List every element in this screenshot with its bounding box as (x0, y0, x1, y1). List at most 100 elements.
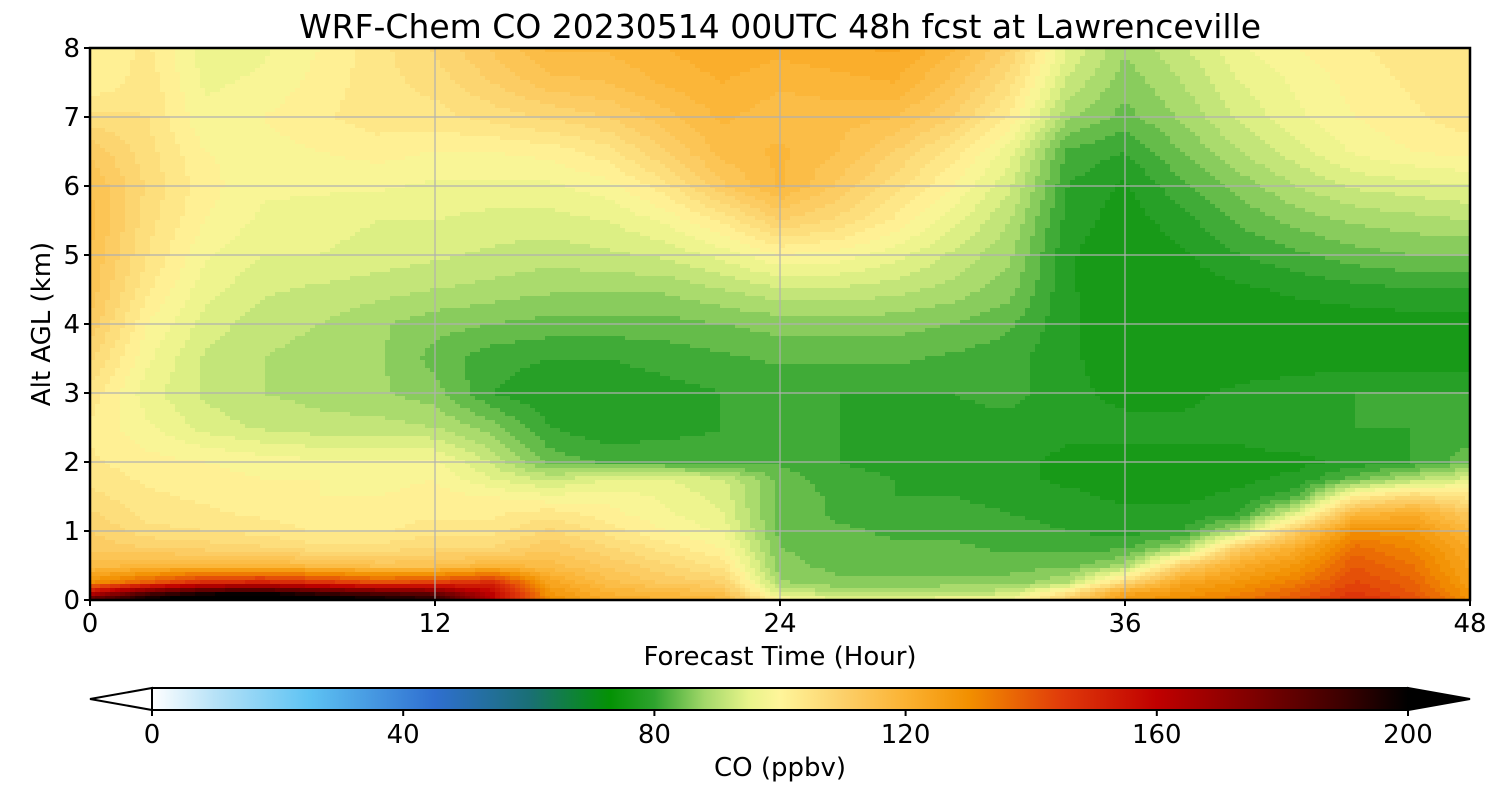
contour-cell (505, 68, 511, 73)
contour-cell (340, 64, 346, 69)
contour-cell (1365, 64, 1371, 69)
contour-cell (225, 72, 231, 77)
contour-cell (810, 80, 816, 85)
contour-cell (915, 56, 921, 61)
contour-cell (115, 52, 121, 57)
contour-cell (300, 80, 306, 85)
contour-cell (1225, 60, 1231, 65)
contour-cell (330, 64, 336, 69)
contour-cell (495, 60, 501, 65)
contour-cell (1050, 64, 1056, 69)
contour-cell (620, 68, 626, 73)
contour-cell (1160, 80, 1166, 85)
contour-cell (550, 68, 556, 73)
contour-cell (870, 80, 876, 85)
contour-cell (1275, 76, 1281, 81)
contour-cell (230, 72, 236, 77)
contour-cell (220, 76, 226, 81)
contour-cell (1020, 80, 1026, 85)
contour-cell (275, 80, 281, 85)
contour-cell (190, 52, 196, 57)
contour-cell (685, 84, 691, 89)
contour-cell (985, 64, 991, 69)
contour-cell (1210, 76, 1216, 81)
contour-cell (805, 72, 811, 77)
contour-cell (180, 80, 186, 85)
contour-cell (225, 80, 231, 85)
contour-cell (460, 68, 466, 73)
contour-cell (190, 60, 196, 65)
contour-cell (530, 68, 536, 73)
contour-cell (1135, 80, 1141, 85)
contour-cell (1065, 56, 1071, 61)
contour-cell (890, 52, 896, 57)
contour-cell (1425, 80, 1431, 85)
contour-cell (965, 84, 971, 89)
contour-cell (745, 84, 751, 89)
contour-cell (485, 84, 491, 89)
contour-cell (765, 68, 771, 73)
contour-cell (870, 68, 876, 73)
contour-cell (1115, 60, 1121, 65)
contour-cell (225, 60, 231, 65)
contour-cell (1300, 72, 1306, 77)
contour-cell (1030, 76, 1036, 81)
contour-cell (265, 56, 271, 61)
contour-cell (190, 80, 196, 85)
contour-cell (500, 52, 506, 57)
contour-cell (840, 68, 846, 73)
contour-cell (970, 56, 976, 61)
contour-cell (560, 52, 566, 57)
contour-cell (1010, 80, 1016, 85)
contour-cell (375, 56, 381, 61)
contour-cell (990, 60, 996, 65)
contour-cell (985, 60, 991, 65)
contour-cell (1415, 68, 1421, 73)
contour-cell (140, 52, 146, 57)
contour-cell (1060, 60, 1066, 65)
contour-cell (1235, 60, 1241, 65)
contour-cell (1180, 80, 1186, 85)
contour-cell (710, 56, 716, 61)
contour-cell (160, 60, 166, 65)
contour-cell (880, 64, 886, 69)
contour-cell (115, 84, 121, 89)
contour-cell (240, 60, 246, 65)
contour-cell (715, 80, 721, 85)
contour-cell (650, 76, 656, 81)
contour-cell (840, 60, 846, 65)
contour-cell (740, 56, 746, 61)
contour-cell (550, 64, 556, 69)
contour-cell (605, 68, 611, 73)
contour-cell (1405, 60, 1411, 65)
contour-cell (380, 80, 386, 85)
contour-cell (805, 80, 811, 85)
contour-cell (475, 60, 481, 65)
contour-cell (1250, 60, 1256, 65)
contour-cell (1360, 72, 1366, 77)
contour-cell (1355, 76, 1361, 81)
contour-cell (400, 76, 406, 81)
contour-cell (140, 72, 146, 77)
contour-cell (840, 84, 846, 89)
contour-cell (1140, 68, 1146, 73)
contour-cell (310, 72, 316, 77)
contour-cell (1320, 80, 1326, 85)
contour-cell (625, 68, 631, 73)
contour-cell (1415, 56, 1421, 61)
contour-cell (445, 80, 451, 85)
contour-cell (1245, 52, 1251, 57)
contour-cell (205, 52, 211, 57)
contour-cell (750, 52, 756, 57)
contour-cell (395, 56, 401, 61)
contour-cell (185, 72, 191, 77)
contour-cell (965, 72, 971, 77)
contour-cell (420, 80, 426, 85)
contour-cell (275, 52, 281, 57)
contour-cell (580, 80, 586, 85)
contour-cell (875, 60, 881, 65)
contour-cell (110, 64, 116, 69)
contour-cell (1340, 60, 1346, 65)
contour-cell (370, 52, 376, 57)
contour-cell (405, 68, 411, 73)
